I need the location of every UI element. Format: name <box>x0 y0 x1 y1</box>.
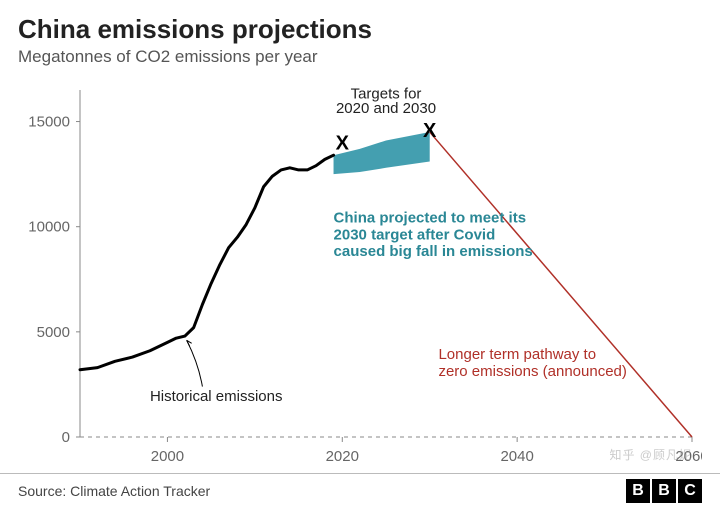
chart-subtitle: Megatonnes of CO2 emissions per year <box>18 47 702 67</box>
bbc-logo: B B C <box>626 479 702 503</box>
chart-area: 0500010000150002000202020402060XXTargets… <box>18 80 702 469</box>
x-tick-label: 2040 <box>500 448 533 465</box>
chart-svg: 0500010000150002000202020402060XXTargets… <box>18 80 702 469</box>
source-text: Source: Climate Action Tracker <box>18 483 210 499</box>
teal-anno-line2: 2030 target after Covid <box>334 226 496 243</box>
chart-container: China emissions projections Megatonnes o… <box>0 0 720 507</box>
red-anno-line2: zero emissions (announced) <box>438 363 626 380</box>
footer: Source: Climate Action Tracker B B C <box>0 473 720 507</box>
chart-title: China emissions projections <box>18 14 702 45</box>
bbc-logo-b2: B <box>652 479 676 503</box>
target-marker-icon: X <box>336 133 350 155</box>
target-marker-icon: X <box>423 120 437 142</box>
y-tick-label: 0 <box>62 429 70 446</box>
historical-arrowhead-icon <box>187 340 192 346</box>
y-tick-label: 5000 <box>37 324 70 341</box>
bbc-logo-c: C <box>678 479 702 503</box>
teal-anno-line1: China projected to meet its <box>334 209 527 226</box>
historical-label: Historical emissions <box>150 388 283 405</box>
targets-label-line2: 2020 and 2030 <box>336 100 436 117</box>
x-tick-label: 2000 <box>151 448 184 465</box>
long-term-line <box>430 132 692 437</box>
header: China emissions projections Megatonnes o… <box>0 0 720 71</box>
watermark-text: 知乎 @顾凡妮 <box>609 446 692 463</box>
red-anno-line1: Longer term pathway to <box>438 346 596 363</box>
historical-arrow <box>187 340 203 386</box>
y-tick-label: 15000 <box>28 114 70 131</box>
x-tick-label: 2020 <box>326 448 359 465</box>
y-tick-label: 10000 <box>28 219 70 236</box>
bbc-logo-b1: B <box>626 479 650 503</box>
teal-anno-line3: caused big fall in emissions <box>334 243 533 260</box>
historical-line <box>80 155 334 370</box>
